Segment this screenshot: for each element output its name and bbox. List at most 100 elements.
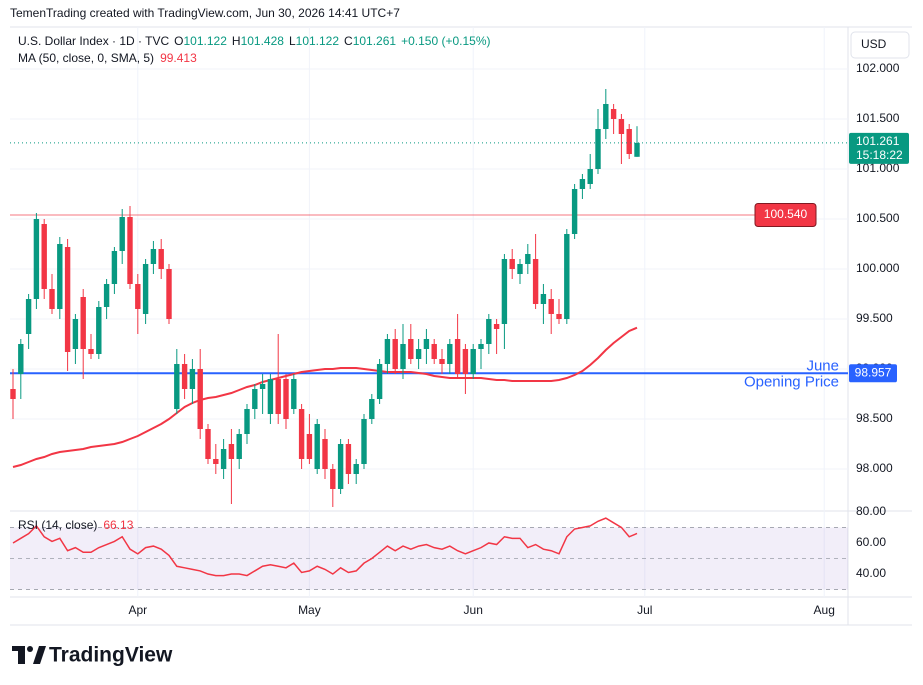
legend-key: O [174,34,183,48]
candle-body [158,249,164,269]
candle-body [111,251,118,284]
x-tick-label: Jul [637,603,652,617]
candle-body [10,389,16,399]
candle-body [236,434,242,459]
candle-body [213,459,219,464]
candle-body [509,259,515,269]
candle-body [493,324,500,329]
candle-body [603,104,609,129]
candle-body [49,289,55,309]
price-label: 101.261 [856,134,900,148]
candle-body [142,264,149,314]
candle-body [72,319,79,349]
y-tick-label: 101.000 [856,161,900,175]
ma-legend: MA (50, close, 0, SMA, 5) 99.413 [18,51,197,65]
legend: U.S. Dollar Index · 1D · TVC O101.122 H101… [18,34,491,48]
candle-body [361,419,367,464]
y-tick-label: 98.500 [856,411,893,425]
y-tick-label: 101.500 [856,111,900,125]
hline-label: 100.540 [764,207,808,221]
candle-body [486,319,492,344]
candle-body [579,179,586,189]
y-tick-label: 100.000 [856,261,900,275]
legend-value: 101.428 [241,34,285,48]
price-label-box [849,132,909,164]
candle-body [166,269,172,319]
candle-body [610,109,617,119]
rsi-value: 66.13 [103,518,133,532]
candle-body [384,339,391,364]
candle-body [532,259,539,304]
candle-body [135,284,141,309]
rsi-tick-label: 80.00 [856,504,886,518]
candle-body [25,299,32,334]
candle-body [322,439,328,469]
candle-body [244,409,250,434]
rsi-line [12,517,638,577]
candle-body [88,349,94,354]
candle-body [283,379,289,419]
legend-key: L [289,34,296,48]
candle-body [470,349,476,374]
candle-body [298,409,305,459]
candle-body [626,129,632,154]
logo-slash [33,646,46,664]
candle-body [447,344,453,364]
ma-name: MA (50, close, 0, SMA, 5) [18,51,154,65]
hline-note: Opening Price [744,373,839,390]
candle-body [369,399,375,419]
candle-body [127,217,133,284]
candle-body [408,339,414,359]
logo-dot [27,646,33,652]
rsi-legend: RSI (14, close) 66.13 [18,518,134,532]
candle-body [439,359,445,364]
legend-value: 101.122 [184,34,228,48]
legend-title: U.S. Dollar Index · 1D · TVC [18,34,169,48]
legend-key: C [344,34,353,48]
candle-body [197,369,203,429]
candle-body [618,119,625,134]
rsi-name: RSI (14, close) [18,518,97,532]
candle-body [345,444,352,474]
candle-body [571,189,578,234]
candle-body [478,344,484,349]
hline-note: June [806,357,839,374]
candle-body [103,284,110,307]
x-tick-label: Jun [464,603,483,617]
candle-body [595,129,601,169]
rsi-tick-label: 60.00 [856,535,886,549]
candle-body [400,344,406,369]
candle-body [376,364,383,399]
candle-body [462,349,469,374]
x-tick-label: Aug [814,603,835,617]
candle-body [501,259,508,324]
currency-button[interactable] [850,31,910,59]
legend-change: +0.150 (+0.15%) [401,34,490,48]
hline-label-box [754,203,817,227]
candle-body [314,424,320,469]
candle-body [454,339,461,374]
candle-body [228,444,235,459]
x-tick-label: May [298,603,321,617]
candle-body [517,264,523,274]
rsi-tick-label: 40.00 [856,566,886,580]
candle-body [205,429,211,459]
candle-body [564,234,570,319]
candle-body [80,297,86,349]
ma-line [12,326,638,468]
candle-body [423,339,430,349]
candle-body [96,307,102,354]
brand-logo [12,646,46,664]
candle-body [587,169,593,184]
candle-body [415,349,422,359]
ma-value: 99.413 [160,51,197,65]
candle-body [174,364,180,409]
hline-label-box [849,364,897,383]
x-tick-label: Apr [128,603,147,617]
countdown: 15:18:22 [856,148,903,162]
legend-key: H [232,34,241,48]
candle-body [267,379,274,414]
y-tick-label: 102.000 [856,61,900,75]
currency-label: USD [861,37,887,51]
